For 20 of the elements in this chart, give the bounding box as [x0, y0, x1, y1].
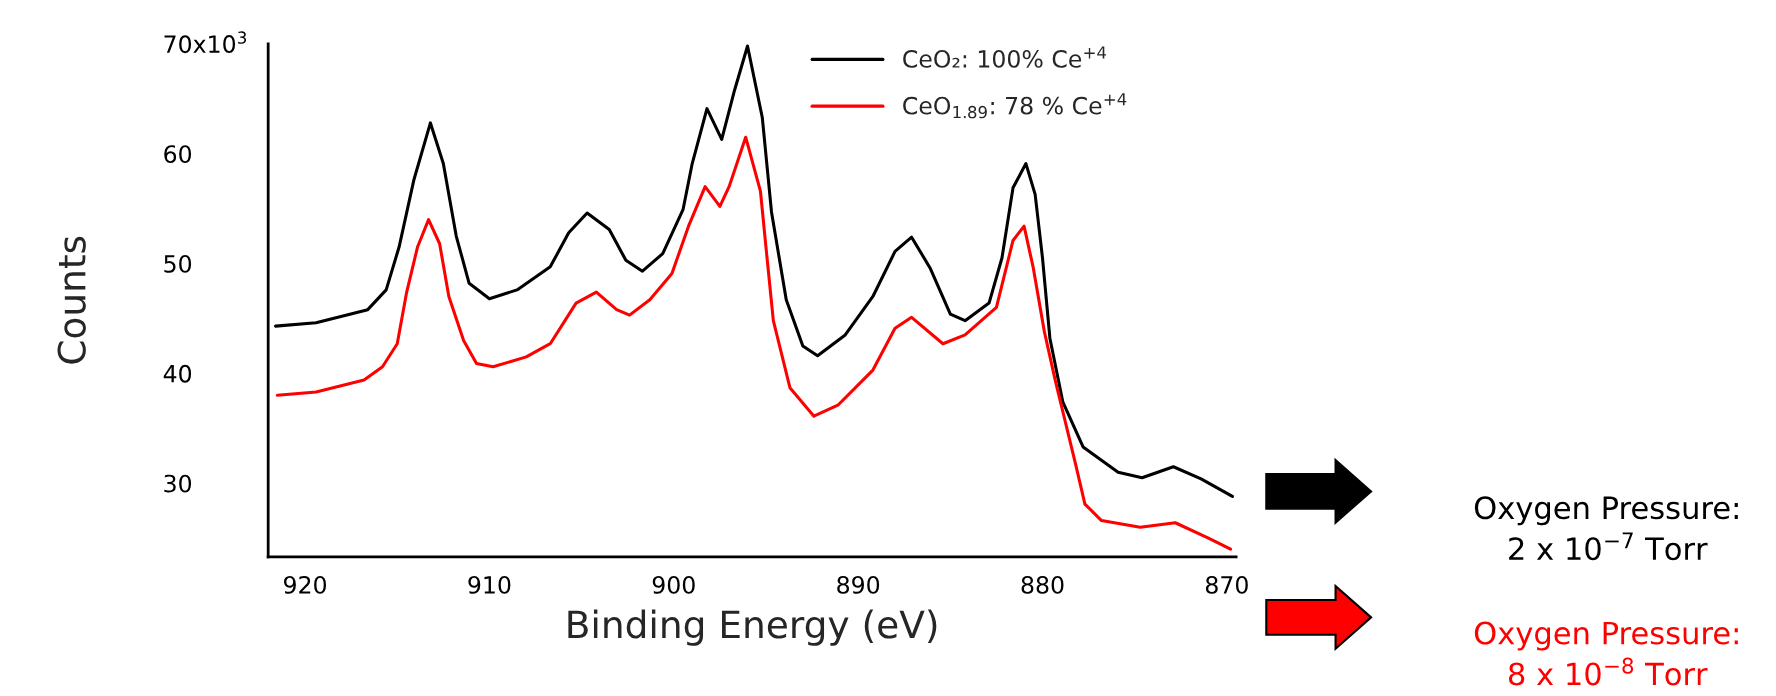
x-axis-title: Binding Energy (eV)	[568, 609, 937, 646]
x-tick-label: 900	[652, 575, 695, 594]
text: x10$^{3}$	[193, 31, 247, 53]
x-tick-label: 920	[284, 575, 327, 594]
line-series	[275, 135, 1233, 551]
line-series	[274, 44, 1234, 498]
x-tick-label: 910	[468, 575, 511, 594]
y-tick-label: 40	[163, 364, 192, 383]
legend-label: CeO₂: 100% Ce$^{+4}$	[903, 46, 1107, 68]
x-tick-label: 880	[1021, 575, 1064, 594]
y-tick-label: 70	[164, 35, 192, 54]
y-tick-label: 60	[164, 145, 192, 163]
y-axis-title: Counts	[57, 236, 86, 364]
text: Oxygen Pressure: 2 x 10$^{−7}$ Torr	[1474, 496, 1738, 561]
y-tick-label: 30	[164, 474, 192, 493]
x-tick-label: 870	[1205, 575, 1248, 594]
x-tick-label: 890	[837, 575, 880, 594]
y-tick-label: 50	[164, 254, 192, 273]
legend-label: CeO$_{1.89}$: 78 % Ce$^{+4}$	[903, 93, 1127, 119]
text: Oxygen Pressure: 8 x 10$^{−8}$ Torr	[1474, 621, 1738, 686]
